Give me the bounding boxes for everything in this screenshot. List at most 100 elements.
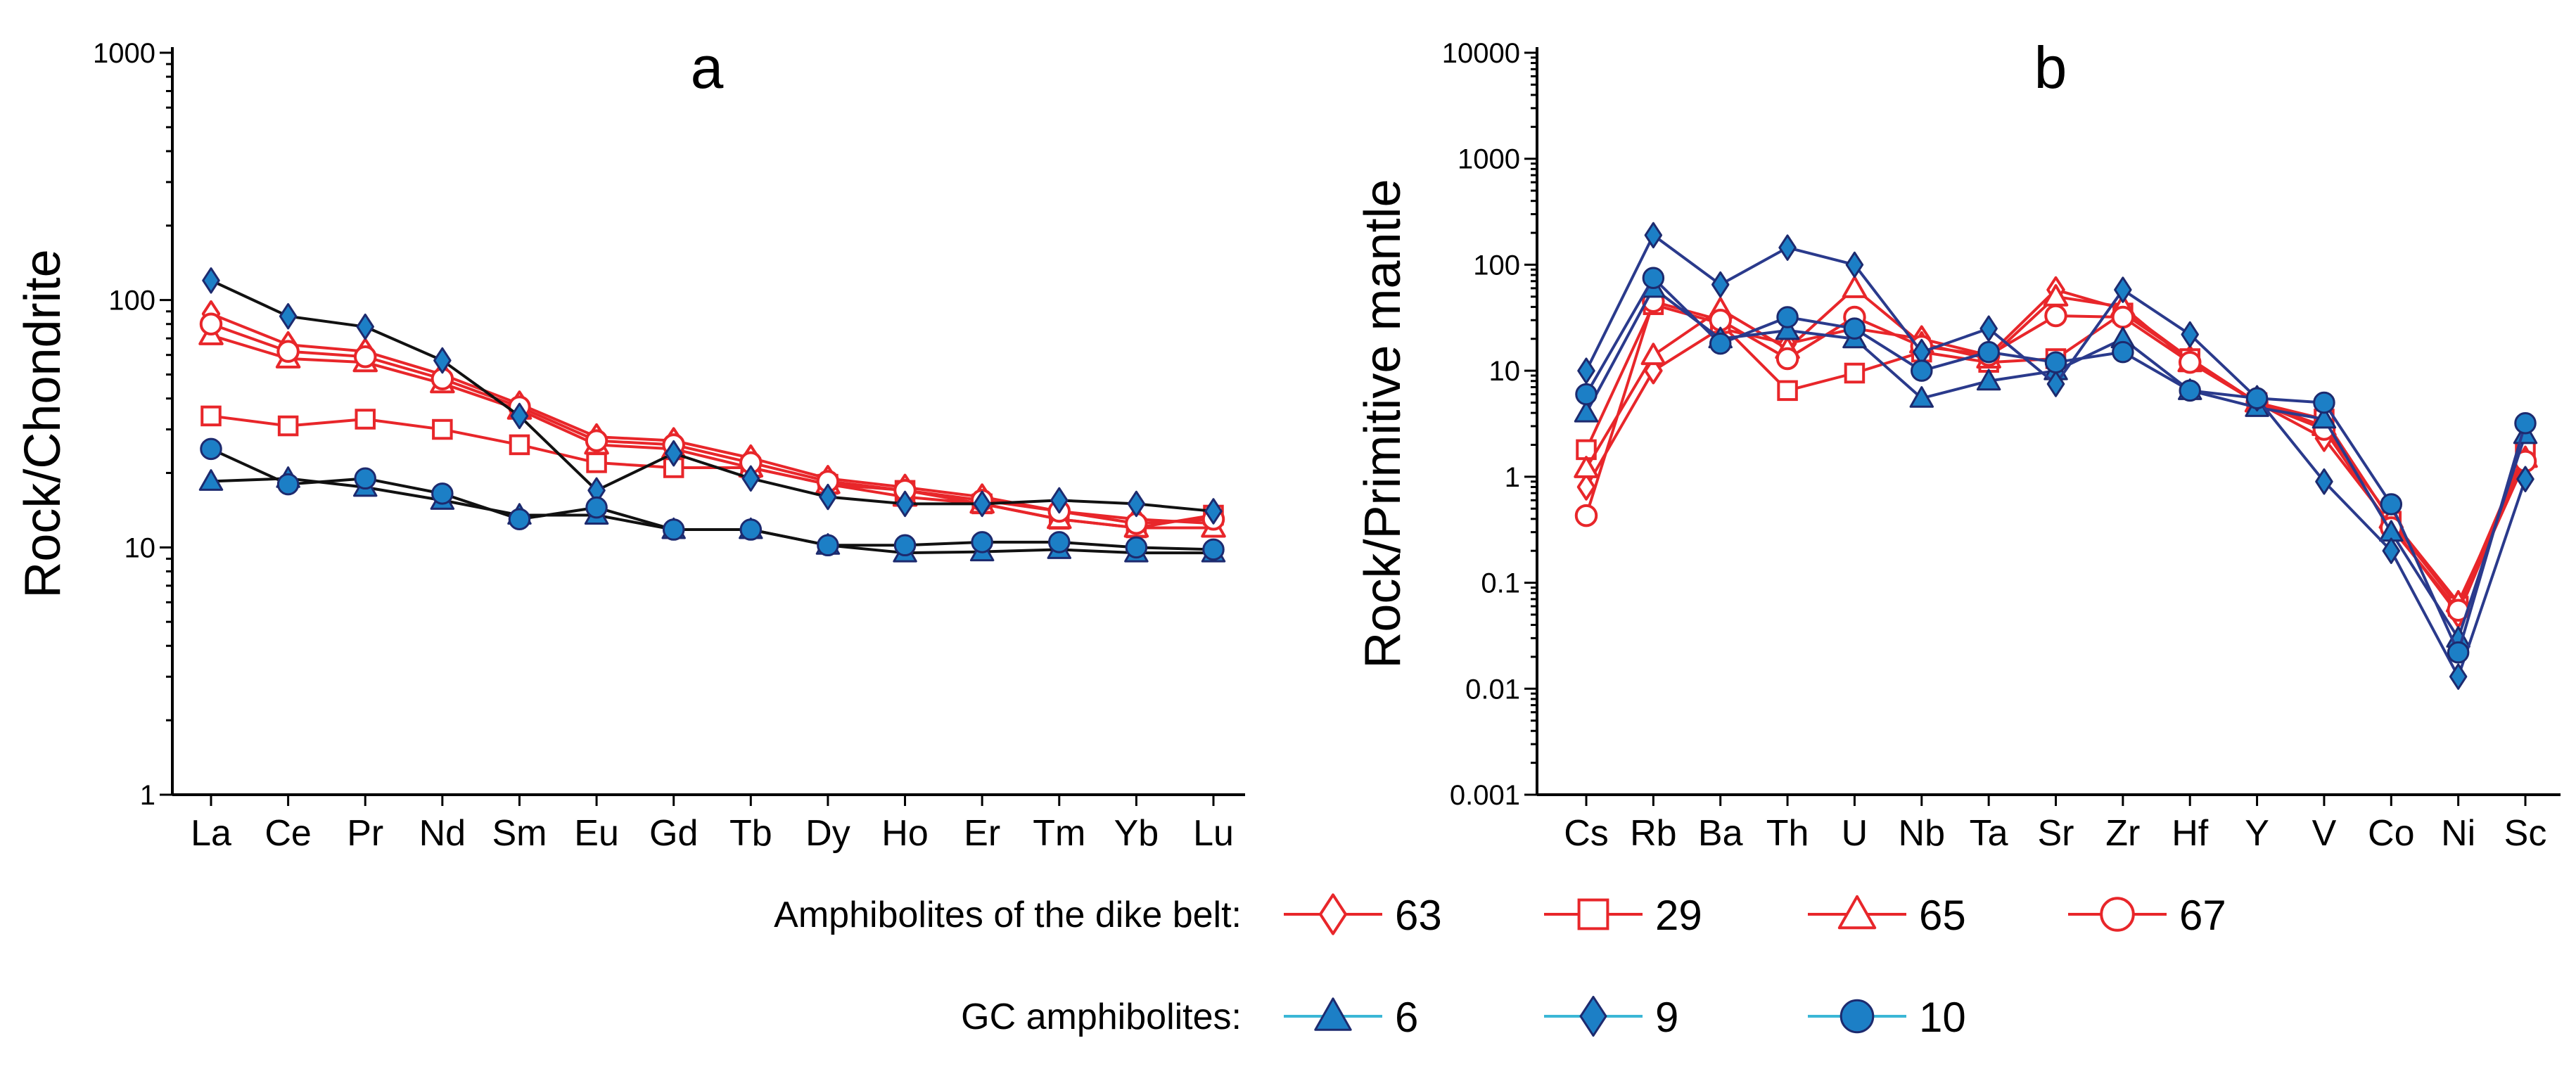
data-point-67-ce [276, 340, 300, 363]
series-GC-9 [202, 267, 1223, 525]
legend-marker-63 [1319, 893, 1347, 935]
legend-label-6: 6 [1395, 994, 1418, 1041]
data-point-10-sc [2514, 411, 2537, 435]
data-point-9-ni [2449, 663, 2468, 690]
legend-marker-9 [1579, 995, 1607, 1037]
series-GC-9 [1577, 222, 2534, 690]
data-point-9-sm [510, 402, 529, 430]
data-point-6-cs [1574, 400, 1599, 423]
legend-label-67: 67 [2179, 892, 2226, 939]
data-point-65-cs [1574, 456, 1599, 478]
series-line-10 [1585, 276, 2527, 654]
data-point-67-cs [1574, 504, 1598, 527]
data-point-10-v [2313, 391, 2335, 414]
data-point-10-cs [1575, 383, 1598, 406]
data-point-67-la [199, 312, 223, 335]
legend-marker-65 [1837, 895, 1877, 930]
y-tick-label: 1000 [93, 38, 155, 69]
data-point-9-sc [2516, 466, 2534, 492]
data-point-9-th [1778, 234, 1797, 261]
x-tick-label-sc: Sc [2504, 813, 2547, 854]
data-point-10-dy [817, 534, 839, 557]
data-point-10-ta [1977, 340, 2000, 364]
y-axis-label: Rock/Primitive mantle [1355, 179, 1411, 668]
x-tick-label-eu: Eu [574, 813, 619, 854]
data-point-6-ta [1976, 369, 2001, 391]
x-tick-label-v: V [2312, 813, 2337, 854]
data-point-6-nb [1909, 386, 1934, 408]
data-point-10-hf [2179, 379, 2201, 402]
legend-item-65: 65 [1808, 892, 1966, 939]
data-point-29-gd [663, 457, 684, 478]
x-tick-label-yb: Yb [1114, 813, 1159, 854]
y-tick-label: 0.001 [1450, 780, 1520, 811]
x-tick-label-th: Th [1766, 813, 1809, 854]
x-tick-label-ba: Ba [1698, 813, 1743, 854]
data-point-9-co [2382, 537, 2401, 564]
data-point-6-v [2312, 407, 2337, 429]
legend-label-63: 63 [1395, 892, 1442, 939]
data-point-9-lu [1204, 498, 1223, 525]
data-point-10-co [2380, 493, 2403, 516]
legend-item-6: 6 [1284, 994, 1418, 1041]
data-point-10-tb [739, 518, 763, 541]
data-point-29-u [1844, 362, 1866, 384]
x-tick-label-nd: Nd [419, 813, 466, 854]
series-line-65 [210, 333, 1213, 530]
data-point-9-ta [1979, 315, 1998, 342]
data-point-29-eu [586, 452, 607, 473]
x-tick-label-sr: Sr [2038, 813, 2074, 854]
y-tick-label: 100 [108, 286, 155, 316]
data-point-9-yb [1127, 490, 1146, 518]
data-point-10-lu [1202, 538, 1225, 561]
data-point-10-sr [2044, 351, 2067, 373]
data-point-10-zr [2112, 340, 2134, 364]
data-point-9-sr [2046, 371, 2065, 397]
data-point-29-sm [509, 434, 530, 456]
x-tick-label-pr: Pr [347, 813, 383, 854]
series-line-10 [210, 447, 1214, 551]
data-point-67-pr [353, 345, 377, 369]
x-tick-label-co: Co [2368, 813, 2414, 854]
data-point-9-la [202, 267, 220, 294]
data-point-9-u [1845, 251, 1864, 279]
data-point-9-gd [664, 440, 683, 467]
panel-letter: b [2034, 34, 2067, 101]
data-point-9-tm [1050, 487, 1069, 514]
data-point-6-th [1775, 318, 1800, 340]
legend-item-9: 9 [1544, 994, 1678, 1041]
series-line-67 [210, 322, 1214, 525]
x-tick-label-hf: Hf [2172, 813, 2209, 854]
x-tick-label-sm: Sm [492, 813, 547, 854]
legend-marker-10 [1839, 999, 1875, 1034]
legend-label-9: 9 [1655, 994, 1678, 1041]
data-point-10-y [2245, 387, 2269, 410]
data-point-9-hf [2181, 321, 2199, 348]
data-point-10-la [200, 437, 222, 461]
data-point-9-tb [741, 465, 760, 492]
legend-label-65: 65 [1919, 892, 1966, 939]
y-tick-label: 1 [140, 780, 155, 811]
legend-label-10: 10 [1919, 994, 1966, 1041]
x-tick-label-ni: Ni [2441, 813, 2475, 854]
data-point-10-nb [1911, 359, 1933, 382]
x-tick-label-tb: Tb [729, 813, 772, 854]
panel-letter: a [691, 34, 724, 101]
x-tick-label-nb: Nb [1899, 813, 1945, 854]
data-point-10-nd [431, 482, 454, 505]
data-point-10-rb [1642, 267, 1665, 290]
x-tick-label-u: U [1842, 813, 1868, 854]
x-tick-label-zr: Zr [2105, 813, 2140, 854]
y-tick-label: 100 [1473, 250, 1520, 281]
data-point-10-pr [354, 467, 376, 490]
series-line-9 [210, 279, 1214, 513]
data-point-9-er [973, 490, 991, 518]
data-point-6-la [198, 469, 224, 491]
x-tick-label-tm: Tm [1033, 813, 1085, 854]
x-tick-label-cs: Cs [1564, 813, 1609, 854]
y-tick-label: 0.01 [1465, 674, 1520, 705]
data-point-10-ni [2447, 641, 2470, 664]
data-point-9-cs [1577, 357, 1595, 384]
data-point-10-ho [893, 534, 917, 557]
